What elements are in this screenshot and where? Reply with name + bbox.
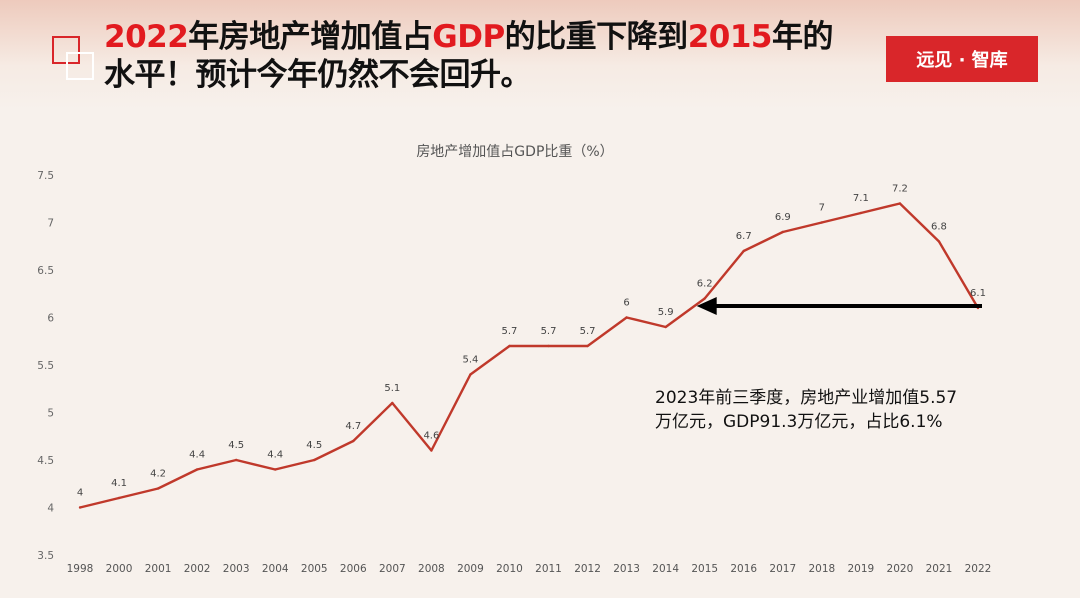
data-point — [664, 325, 667, 329]
chart-title: 房地产增加值占GDP比重（%） — [416, 144, 613, 160]
y-tick-label: 6 — [47, 313, 54, 325]
data-point — [703, 297, 706, 300]
data-label: 4.4 — [267, 450, 283, 461]
data-point — [820, 221, 824, 224]
y-tick-label: 4.5 — [37, 455, 54, 467]
x-tick-label: 2021 — [926, 563, 953, 575]
x-tick-label: 2000 — [106, 563, 133, 575]
data-label: 6.2 — [697, 279, 713, 290]
x-tick-label: 2019 — [848, 563, 875, 575]
y-tick-label: 5.5 — [37, 360, 54, 372]
data-point — [742, 249, 745, 253]
x-tick-label: 2020 — [887, 563, 914, 575]
x-tick-label: 2016 — [730, 563, 757, 575]
data-point — [781, 230, 784, 234]
data-point — [117, 496, 121, 500]
data-point — [313, 458, 316, 462]
x-tick-label: 2009 — [457, 563, 484, 575]
data-label: 4.7 — [345, 421, 361, 432]
data-point — [195, 468, 199, 471]
data-label: 5.7 — [502, 326, 518, 337]
data-label: 6 — [623, 298, 629, 309]
headline-text: 年的 — [771, 19, 834, 55]
x-tick-label: 2007 — [379, 563, 406, 575]
data-point — [352, 439, 355, 443]
slide-headline: 2022年房地产增加值占GDP的比重下降到2015年的水平！预计今年仍然不会回升… — [104, 18, 864, 94]
data-point — [156, 487, 160, 490]
data-label: 6.8 — [931, 222, 947, 233]
series-line — [79, 202, 980, 509]
data-label: 5.4 — [462, 355, 478, 366]
x-tick-label: 2015 — [691, 563, 718, 575]
headline-text: 的比重下降到 — [504, 19, 689, 55]
y-tick-label: 7 — [47, 218, 54, 230]
headline-year-2022: 2022 — [104, 19, 189, 55]
y-tick-label: 6.5 — [37, 265, 54, 277]
headline-text: 年房地产增加值占 — [188, 19, 433, 55]
y-tick-label: 7.5 — [37, 170, 54, 182]
brand-badge: 远见 · 智库 — [886, 36, 1038, 82]
headline-year-2015: 2015 — [687, 19, 773, 55]
x-tick-label: 2004 — [262, 563, 289, 575]
x-tick-label: 2014 — [652, 563, 679, 575]
data-label: 6.1 — [970, 288, 986, 299]
data-point — [469, 373, 472, 376]
data-point — [625, 316, 628, 319]
headline-gdp: GDP — [432, 19, 505, 55]
data-point — [391, 401, 394, 405]
x-tick-label: 2005 — [301, 563, 328, 575]
y-tick-label: 4 — [47, 503, 54, 515]
data-label: 6.9 — [775, 212, 791, 223]
data-label: 4.2 — [150, 469, 166, 480]
data-label: 5.9 — [658, 307, 674, 318]
x-tick-label: 2011 — [535, 563, 562, 575]
data-label: 5.1 — [384, 383, 400, 394]
x-tick-label: 2013 — [613, 563, 640, 575]
annotation-line1: 2023年前三季度，房地产业增加值5.57 — [655, 388, 958, 408]
data-point — [274, 468, 277, 471]
data-point — [859, 211, 863, 215]
x-tick-label: 2012 — [574, 563, 601, 575]
x-tick-label: 2018 — [808, 563, 835, 575]
data-point — [234, 458, 238, 462]
data-label: 4 — [77, 488, 83, 499]
data-point — [547, 344, 550, 348]
x-tick-label: 1998 — [67, 563, 94, 575]
y-tick-label: 5 — [47, 408, 54, 420]
arrow-head — [696, 297, 717, 315]
headline-line2: 水平！预计今年仍然不会回升。 — [104, 57, 532, 93]
data-label: 7.1 — [853, 193, 869, 204]
data-point — [508, 344, 511, 348]
data-label: 6.7 — [736, 231, 752, 242]
x-tick-label: 2006 — [340, 563, 367, 575]
annotation-note: 2023年前三季度，房地产业增加值5.57 万亿元，GDP91.3万亿元，占比6… — [655, 386, 1055, 434]
x-tick-label: 2010 — [496, 563, 523, 575]
data-point — [78, 506, 82, 509]
data-label: 4.5 — [228, 440, 244, 451]
data-label: 7.2 — [892, 184, 908, 195]
x-tick-label: 2017 — [769, 563, 796, 575]
annotation-line2: 万亿元，GDP91.3万亿元，占比6.1% — [655, 412, 943, 432]
x-tick-label: 2008 — [418, 563, 445, 575]
data-label: 5.7 — [580, 326, 596, 337]
decorative-square-outline — [66, 52, 94, 80]
data-label: 4.6 — [423, 431, 439, 442]
x-tick-label: 2003 — [223, 563, 250, 575]
data-point — [586, 344, 589, 348]
data-label: 4.4 — [189, 450, 205, 461]
y-tick-label: 3.5 — [37, 550, 54, 562]
data-label: 7 — [819, 203, 825, 214]
data-point — [430, 449, 433, 452]
data-point — [937, 240, 941, 243]
x-tick-label: 2002 — [184, 563, 211, 575]
data-point — [898, 202, 902, 205]
x-tick-label: 2022 — [965, 563, 992, 575]
data-label: 5.7 — [541, 326, 557, 337]
x-tick-label: 2001 — [145, 563, 172, 575]
data-label: 4.1 — [111, 478, 127, 489]
data-label: 4.5 — [306, 440, 322, 451]
